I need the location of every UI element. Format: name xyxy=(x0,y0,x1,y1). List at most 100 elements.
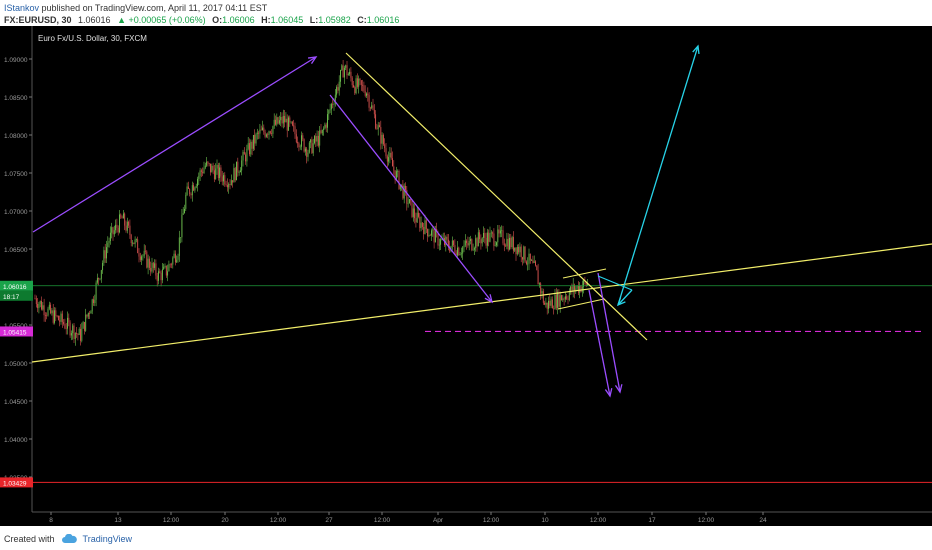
candle-body xyxy=(301,135,302,147)
candle-body xyxy=(401,184,403,186)
candle-body xyxy=(160,272,162,281)
candle-body xyxy=(237,161,239,173)
candle-body xyxy=(330,104,332,110)
time-tick-label: 27 xyxy=(325,517,333,524)
price-tick-label: 1.05000 xyxy=(4,361,28,368)
candle-body xyxy=(317,135,319,146)
candle-body xyxy=(264,132,266,137)
downtrend-arrow xyxy=(329,94,493,303)
candle-body xyxy=(98,278,100,280)
candle-body xyxy=(89,312,91,314)
candle-body xyxy=(564,296,566,300)
candle-body xyxy=(137,239,139,254)
candle-body xyxy=(94,299,96,304)
candle-body xyxy=(419,216,421,229)
candle-body xyxy=(488,232,490,242)
candle-body xyxy=(267,134,269,136)
candle-body xyxy=(479,232,481,240)
candle-body xyxy=(576,285,578,289)
candle-body xyxy=(44,315,46,316)
price-tick-label: 1.09000 xyxy=(4,57,28,64)
drawings[interactable] xyxy=(31,44,932,483)
candle-body xyxy=(34,298,36,300)
candle-body xyxy=(559,295,561,307)
candle-body xyxy=(298,143,300,147)
footer: Created with TradingView xyxy=(4,531,132,547)
low-label: L: xyxy=(309,15,319,25)
candle-body xyxy=(376,128,378,130)
tradingview-brand[interactable]: TradingView xyxy=(82,534,133,544)
candle-body xyxy=(368,95,370,108)
candle-body xyxy=(104,250,106,259)
candle-body xyxy=(121,217,123,219)
uptrend-arrow-head xyxy=(307,56,318,64)
price-tick-label: 1.06500 xyxy=(4,247,28,254)
time-tick-label: 8 xyxy=(49,517,53,524)
candle-body xyxy=(328,110,330,115)
candle-body xyxy=(132,242,133,244)
candle-body xyxy=(481,237,483,244)
candle-body xyxy=(275,119,276,125)
candle-body xyxy=(216,164,218,169)
candle-body xyxy=(81,328,83,341)
time-tick-label: 12:00 xyxy=(270,517,287,524)
candle-body xyxy=(353,85,354,88)
high-label: H: xyxy=(261,15,271,25)
candle-body xyxy=(155,263,157,276)
candle-body xyxy=(324,124,326,129)
candle-body xyxy=(268,131,270,135)
candle-body xyxy=(212,165,214,171)
price-chart[interactable]: 1.035001.040001.045001.050001.055001.060… xyxy=(0,26,932,526)
candle-body xyxy=(236,161,237,181)
symbol-info: FX:EURUSD, 30 1.06016 ▲ +0.00065 (+0.06%… xyxy=(4,14,399,26)
candle-body xyxy=(51,310,53,314)
candle-body xyxy=(165,265,167,276)
candle-body xyxy=(319,130,321,146)
time-axis[interactable]: 8 13 12:00 20 12:00 27 12:00 Apr 12:00 10 12:00 17 1… xyxy=(0,511,932,526)
candle-body xyxy=(217,164,219,179)
time-tick-label: 24 xyxy=(759,517,767,524)
candle-body xyxy=(496,242,497,246)
publish-text: published on TradingView.com, April 11, … xyxy=(41,3,268,13)
candle-body xyxy=(427,228,429,237)
candle-body xyxy=(260,129,262,131)
candle-body xyxy=(187,186,189,189)
candle-body xyxy=(263,127,265,133)
candle-body xyxy=(290,121,292,123)
candle-body xyxy=(384,144,386,149)
chart-background xyxy=(0,26,932,526)
candle-body xyxy=(69,322,71,336)
candle-body xyxy=(178,237,180,256)
created-with-text: Created with xyxy=(4,534,55,544)
candle-body xyxy=(307,152,309,157)
candle-body xyxy=(221,176,223,182)
candle-body xyxy=(256,132,258,134)
candle-body xyxy=(180,237,182,238)
author-link[interactable]: IStankov xyxy=(4,3,40,13)
candle-body xyxy=(46,315,48,316)
candle-body xyxy=(372,105,374,110)
candle-body xyxy=(454,245,456,253)
time-tick-label: 12:00 xyxy=(590,517,607,524)
candle-body xyxy=(107,242,109,248)
candle-body xyxy=(35,298,37,304)
time-tick-label: 12:00 xyxy=(163,517,180,524)
candle-body xyxy=(191,185,193,196)
candle-body xyxy=(475,238,477,249)
candle-body xyxy=(302,135,304,140)
candle-body xyxy=(329,109,331,111)
candle-body xyxy=(269,131,271,134)
candle-body xyxy=(56,315,58,317)
candle-body xyxy=(57,315,59,321)
candle-body xyxy=(225,184,227,186)
candle-body xyxy=(99,278,101,280)
candle-body xyxy=(492,232,494,234)
candle-body xyxy=(519,246,521,253)
target-level-tag xyxy=(0,477,33,488)
candle-body xyxy=(146,251,148,268)
candle-body xyxy=(397,170,399,172)
candle-body xyxy=(533,261,535,263)
candle-body xyxy=(571,286,573,292)
candle-body xyxy=(265,134,267,137)
